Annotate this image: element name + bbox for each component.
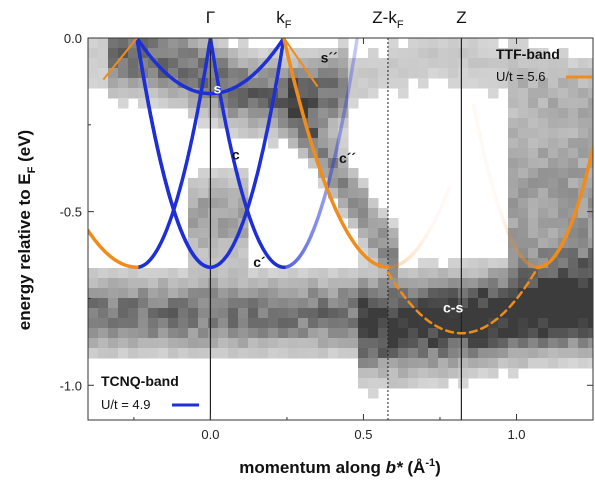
- marker-label: Z-kF: [372, 8, 404, 31]
- band-tangent: [102, 38, 138, 81]
- axis-ticks: 0.0 0.5 1.0 0.0 -0.5 -1.0: [60, 31, 593, 442]
- marker-label: kF: [276, 8, 292, 31]
- band-curve: [536, 146, 593, 269]
- legend-ttf-title: TTF-band: [496, 46, 560, 62]
- band-curve: [88, 228, 139, 269]
- band-curve: [135, 38, 286, 96]
- high-symmetry-lines: [209, 38, 462, 420]
- y-tick-label: -1.0: [60, 378, 82, 393]
- band-curve: [282, 38, 360, 269]
- band-curve: [386, 265, 540, 335]
- band-label: c: [232, 147, 240, 163]
- band-label: c-s: [443, 299, 463, 315]
- legend-tcnq-title: TCNQ-band: [101, 373, 179, 389]
- legend-ttf-params: U/t = 5.6: [496, 69, 546, 84]
- band-label: s: [213, 81, 221, 97]
- x-tick-label: 0.0: [201, 427, 219, 442]
- marker-label: Z: [456, 8, 466, 27]
- band-label: s´´: [321, 49, 338, 65]
- plot-frame: [87, 37, 594, 421]
- band-curve: [208, 38, 286, 269]
- legend-tcnq-params: U/t = 4.9: [101, 397, 151, 412]
- x-tick-label: 0.5: [354, 427, 372, 442]
- y-axis-title: energy relative to EF (eV): [15, 130, 38, 330]
- y-tick-label: -0.5: [60, 205, 82, 220]
- band-tangent: [283, 38, 319, 88]
- band-curve: [471, 103, 540, 269]
- band-curve: [386, 186, 451, 269]
- band-curve: [135, 38, 139, 40]
- band-curve: [135, 38, 213, 269]
- legend-tcnq: TCNQ-band U/t = 4.9: [101, 373, 199, 412]
- band-labels: s c c´ s´´ c´´ c-s: [213, 49, 463, 315]
- band-label: c´´: [339, 150, 356, 166]
- y-tick-label: 0.0: [64, 31, 82, 46]
- marker-label: Γ: [206, 8, 215, 27]
- band-curve: [282, 38, 390, 269]
- legend-ttf: TTF-band U/t = 5.6: [496, 46, 592, 84]
- band-curves: [88, 38, 593, 335]
- x-tick-label: 1.0: [507, 427, 525, 442]
- x-axis-title: momentum along b* (Å-1): [239, 457, 441, 477]
- band-label: c´: [253, 254, 266, 270]
